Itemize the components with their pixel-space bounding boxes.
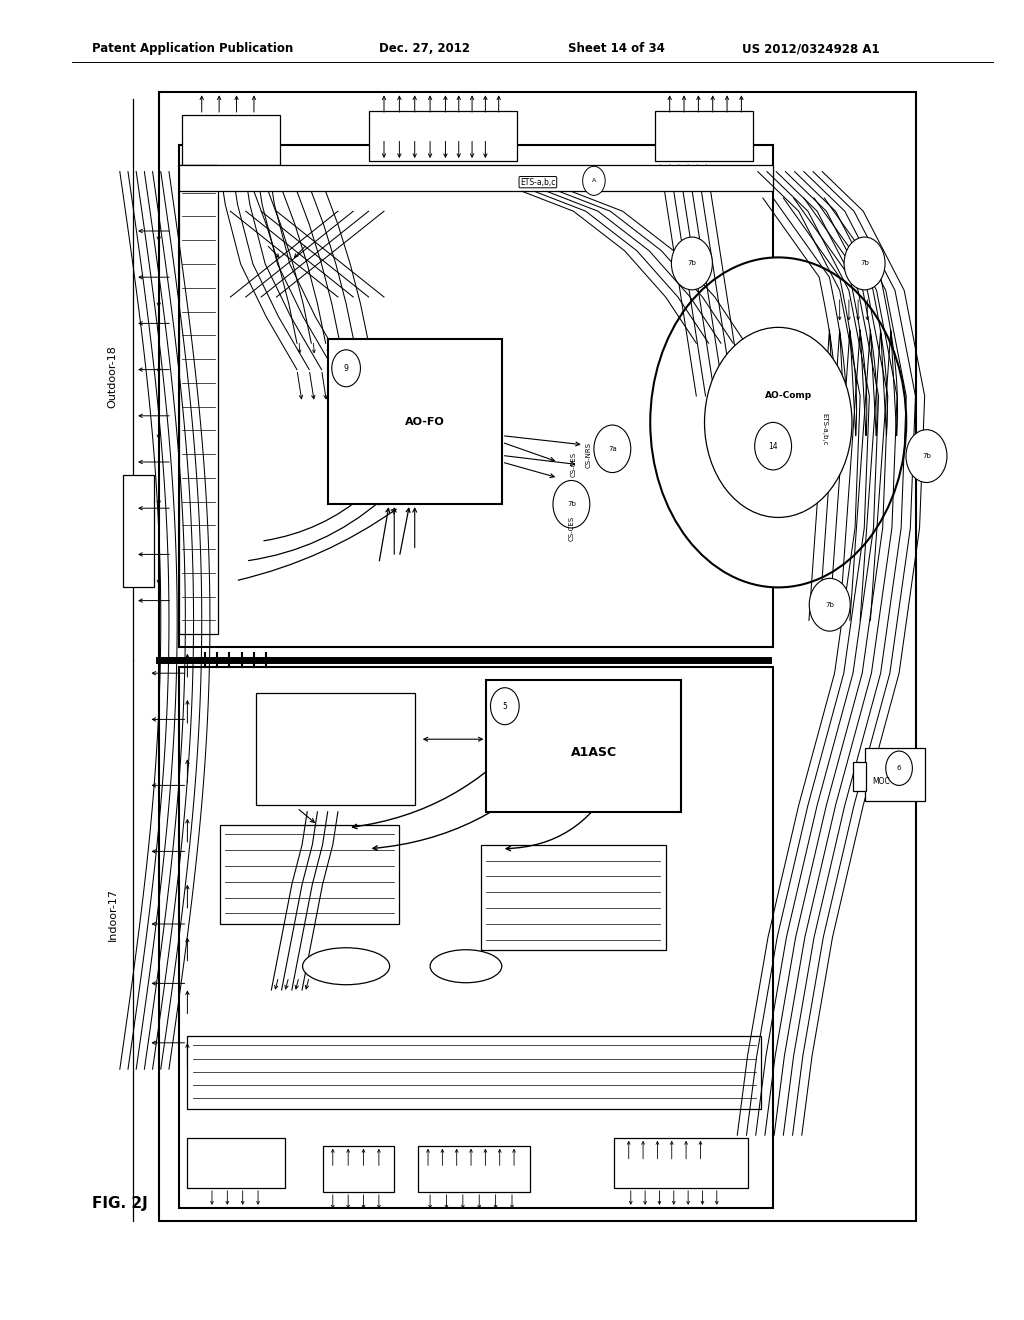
Text: 9: 9 [344,364,348,372]
Bar [182,115,280,165]
Text: AO-Comp: AO-Comp [765,392,812,400]
Text: 7b: 7b [825,602,835,607]
Text: 7b: 7b [922,453,931,459]
Bar [481,845,666,950]
Text: Patent Application Publication: Patent Application Publication [92,42,294,55]
Bar [486,680,681,812]
Text: 6: 6 [897,766,901,771]
Bar [323,1146,394,1192]
Bar [159,92,916,1221]
Text: 7b: 7b [687,260,696,267]
Text: ETS-a,b,c: ETS-a,b,c [821,413,827,445]
Text: CS-CES: CS-CES [568,515,574,541]
Text: MOC: MOC [871,777,890,785]
Circle shape [672,238,713,290]
Text: FIG. 2J: FIG. 2J [92,1196,147,1212]
Circle shape [594,425,631,473]
Bar [256,693,415,805]
Bar [220,825,399,924]
Circle shape [490,688,519,725]
Text: ETS-a,b,c: ETS-a,b,c [520,178,556,186]
Text: CS-CES: CS-CES [570,451,577,478]
Text: 5: 5 [503,702,507,710]
Bar [418,1146,530,1192]
Bar [187,1036,761,1109]
Bar [865,748,925,801]
Circle shape [650,257,906,587]
Circle shape [583,166,605,195]
Bar [187,1138,285,1188]
Bar [328,339,502,504]
Bar [179,667,773,1208]
Circle shape [553,480,590,528]
Ellipse shape [430,950,502,982]
Bar [123,475,154,587]
Bar [614,1138,748,1188]
Bar [179,165,218,634]
Text: CS-NRS: CS-NRS [586,442,592,469]
Text: Dec. 27, 2012: Dec. 27, 2012 [379,42,470,55]
Circle shape [809,578,850,631]
Circle shape [332,350,360,387]
Bar [655,111,753,161]
Text: 14: 14 [768,442,778,450]
Circle shape [705,327,852,517]
Circle shape [886,751,912,785]
Text: Outdoor-18: Outdoor-18 [108,345,118,408]
Bar [853,762,866,791]
Text: US 2012/0324928 A1: US 2012/0324928 A1 [742,42,880,55]
Circle shape [755,422,792,470]
Text: 7a: 7a [608,446,616,451]
Text: Sheet 14 of 34: Sheet 14 of 34 [568,42,666,55]
Text: AO-FO: AO-FO [406,417,444,426]
Circle shape [844,238,885,290]
Text: A1ASC: A1ASC [570,746,617,759]
Bar [179,165,773,191]
Text: Indoor-17: Indoor-17 [108,887,118,941]
Text: A: A [592,178,596,183]
Ellipse shape [303,948,389,985]
Text: 7b: 7b [567,502,575,507]
Bar [369,111,517,161]
Circle shape [906,430,947,483]
Bar [179,145,773,647]
Text: 7b: 7b [860,260,869,267]
